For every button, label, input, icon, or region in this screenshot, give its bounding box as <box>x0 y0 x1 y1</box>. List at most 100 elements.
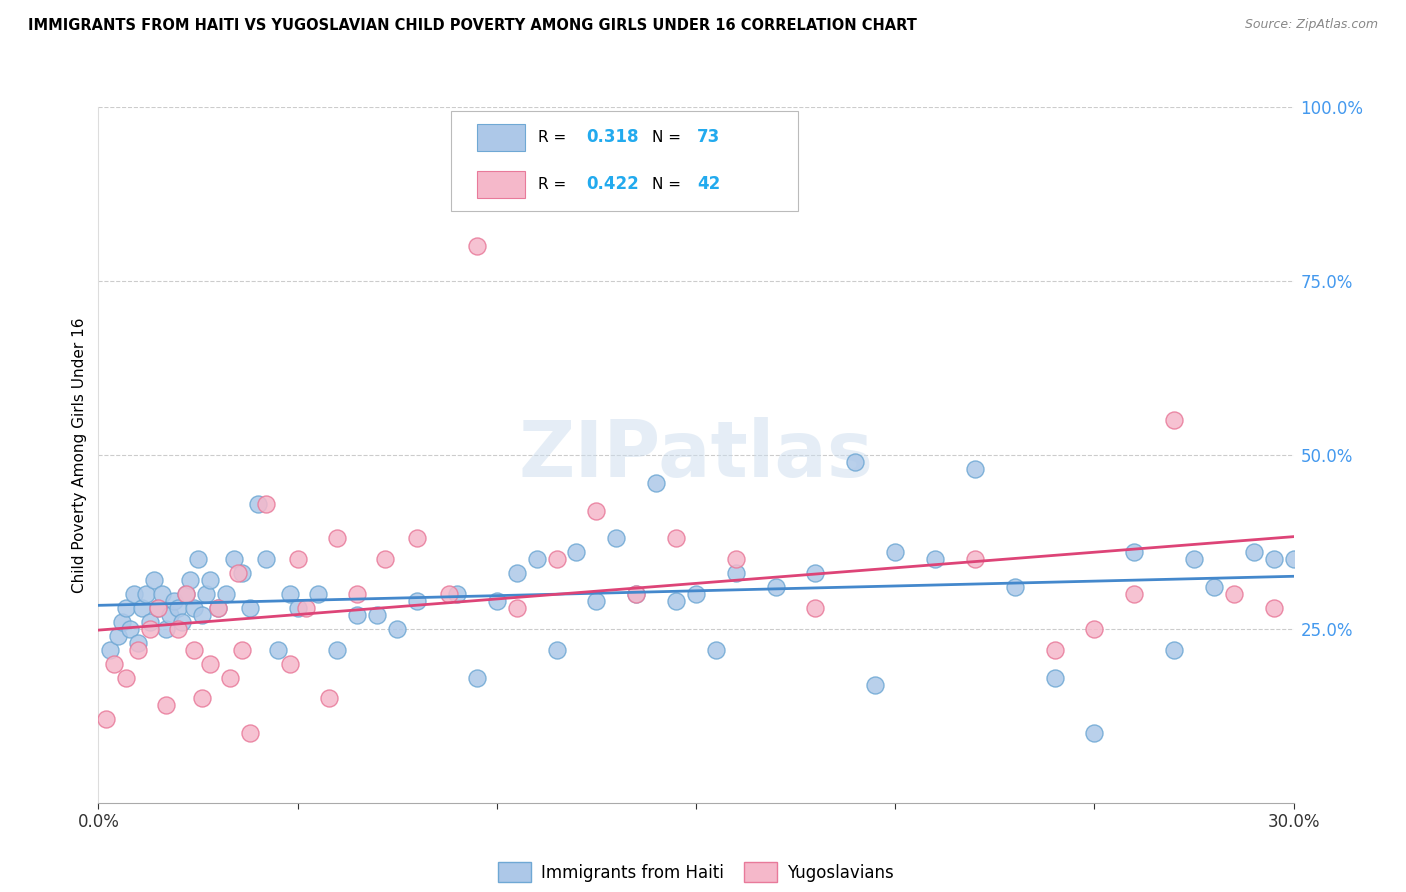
Point <box>179 573 201 587</box>
Point <box>107 629 129 643</box>
Point <box>963 462 986 476</box>
Text: R =: R = <box>538 177 571 192</box>
Point <box>231 642 253 657</box>
Point <box>1202 580 1225 594</box>
Point <box>863 677 887 691</box>
Point <box>1123 587 1146 601</box>
Text: 42: 42 <box>697 176 720 194</box>
Point <box>159 607 181 622</box>
Point <box>174 587 197 601</box>
Point <box>111 615 134 629</box>
Point <box>326 532 349 546</box>
Point <box>135 587 157 601</box>
Point <box>366 607 388 622</box>
Point <box>139 622 162 636</box>
Point <box>924 552 946 566</box>
Point <box>183 642 205 657</box>
Text: IMMIGRANTS FROM HAITI VS YUGOSLAVIAN CHILD POVERTY AMONG GIRLS UNDER 16 CORRELAT: IMMIGRANTS FROM HAITI VS YUGOSLAVIAN CHI… <box>28 18 917 33</box>
Point <box>1163 413 1185 427</box>
Point <box>207 601 229 615</box>
Point <box>115 671 138 685</box>
Point <box>546 642 568 657</box>
Point <box>254 552 277 566</box>
Point <box>155 622 177 636</box>
Point <box>131 601 153 615</box>
Point <box>150 587 173 601</box>
Point <box>485 594 508 608</box>
Point <box>1223 587 1246 601</box>
Point <box>139 615 162 629</box>
Point <box>465 671 488 685</box>
Point <box>626 587 648 601</box>
Point <box>127 642 149 657</box>
Point <box>163 594 186 608</box>
Point <box>127 636 149 650</box>
Point <box>385 622 409 636</box>
Point <box>167 622 190 636</box>
Point <box>207 601 229 615</box>
Text: 0.422: 0.422 <box>586 176 638 194</box>
Point <box>287 601 309 615</box>
Point <box>1263 552 1285 566</box>
Text: N =: N = <box>652 177 686 192</box>
Point <box>765 580 787 594</box>
Y-axis label: Child Poverty Among Girls Under 16: Child Poverty Among Girls Under 16 <box>72 318 87 592</box>
Point <box>1182 552 1205 566</box>
Point <box>326 642 349 657</box>
Point <box>446 587 468 601</box>
Point <box>1083 622 1105 636</box>
Point <box>724 552 747 566</box>
Point <box>665 532 688 546</box>
Point <box>143 573 166 587</box>
Point <box>120 622 142 636</box>
Point <box>406 532 429 546</box>
Text: R =: R = <box>538 130 571 145</box>
Point <box>198 573 221 587</box>
Point <box>183 601 205 615</box>
Point <box>506 566 529 581</box>
Point <box>155 698 177 713</box>
FancyBboxPatch shape <box>451 111 797 211</box>
FancyBboxPatch shape <box>477 124 524 151</box>
Point <box>346 587 368 601</box>
Point <box>685 587 707 601</box>
Point <box>222 552 245 566</box>
Point <box>1243 545 1265 559</box>
Point <box>187 552 209 566</box>
Point <box>254 497 277 511</box>
Point <box>124 587 146 601</box>
Point <box>239 601 262 615</box>
Point <box>287 552 309 566</box>
Point <box>1083 726 1105 740</box>
Point <box>506 601 529 615</box>
Point <box>884 545 907 559</box>
Point <box>1043 671 1066 685</box>
Point <box>1263 601 1285 615</box>
Point <box>195 587 218 601</box>
Point <box>239 726 262 740</box>
Point <box>963 552 986 566</box>
Point <box>465 239 488 253</box>
Point <box>191 607 214 622</box>
Point <box>565 545 588 559</box>
Point <box>804 601 827 615</box>
Point <box>226 566 249 581</box>
Point <box>219 671 242 685</box>
Point <box>278 587 301 601</box>
Point <box>148 601 170 615</box>
Point <box>231 566 253 581</box>
Point <box>198 657 221 671</box>
Point <box>174 587 197 601</box>
Point <box>645 475 668 490</box>
Point <box>406 594 429 608</box>
Point <box>148 601 170 615</box>
Point <box>546 552 568 566</box>
Point <box>167 601 190 615</box>
Point <box>626 587 648 601</box>
Point <box>294 601 316 615</box>
Point <box>374 552 396 566</box>
Point <box>318 691 340 706</box>
Point <box>704 642 727 657</box>
Text: Source: ZipAtlas.com: Source: ZipAtlas.com <box>1244 18 1378 31</box>
Point <box>267 642 290 657</box>
